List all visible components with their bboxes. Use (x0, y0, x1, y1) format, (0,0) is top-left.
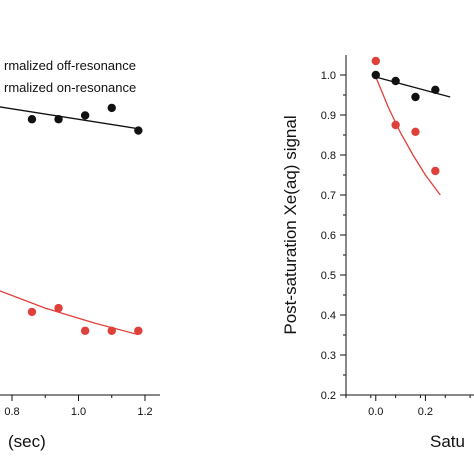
right-x-ticks: 0.0 0.2 (345, 395, 471, 418)
data-point-series-1 (371, 56, 380, 66)
left-chart-panel: 0.8 1.0 1.2 rmalized off-resonance rmalize… (0, 58, 160, 451)
left-legend: rmalized off-resonance rmalized on-reson… (4, 58, 136, 95)
data-point-series-0 (107, 103, 116, 113)
y-tick-label: 0.9 (321, 110, 336, 122)
right-y-axis-title: Post-saturation Xe(aq) signal (281, 115, 300, 334)
data-point-series-1 (411, 127, 420, 136)
data-point-series-0 (431, 85, 440, 95)
y-tick-label: 0.3 (321, 350, 336, 362)
right-data-points (371, 56, 440, 176)
data-point-series-0 (371, 70, 380, 80)
data-point-series-1 (54, 303, 63, 313)
data-point-series-0 (411, 92, 420, 102)
left-fit-lines (0, 106, 139, 336)
y-tick-label: 0.7 (321, 190, 336, 202)
y-tick-label: 1.0 (321, 70, 336, 82)
y-tick-label: 0.4 (321, 310, 336, 322)
data-point-series-0 (54, 115, 63, 124)
y-tick-label: 0.2 (321, 390, 336, 402)
data-point-series-0 (80, 111, 90, 120)
data-point-series-0 (134, 126, 143, 135)
y-tick-label: 0.5 (321, 270, 336, 282)
data-point-series-1 (431, 166, 440, 176)
y-tick-label: 0.6 (321, 230, 336, 242)
x-tick-label: 1.2 (137, 406, 152, 418)
x-tick-label: 1.0 (71, 406, 86, 418)
data-point-series-0 (27, 115, 37, 124)
y-tick-label: 0.8 (321, 150, 336, 162)
left-x-ticks: 0.8 1.0 1.2 (4, 395, 153, 418)
data-point-series-1 (107, 326, 116, 335)
x-tick-label: 0.0 (368, 406, 383, 418)
fit-line-series-1 (375, 76, 441, 196)
left-data-points (27, 103, 143, 335)
data-point-series-0 (391, 76, 400, 86)
left-x-axis-title: (sec) (8, 432, 46, 451)
fit-line-series-1 (0, 290, 139, 336)
x-tick-label: 0.2 (418, 406, 433, 418)
legend-entry-on-resonance: rmalized on-resonance (4, 80, 136, 95)
right-y-ticks: 0.2 0.3 0.4 0.5 0.6 0.7 0.8 0.9 1.0 (321, 70, 346, 402)
x-tick-label: 0.8 (4, 406, 19, 418)
data-point-series-1 (27, 307, 37, 317)
legend-entry-off-resonance: rmalized off-resonance (4, 58, 136, 73)
right-fit-lines (375, 76, 451, 196)
right-x-axis-title: Satu (430, 432, 465, 451)
fit-line-series-0 (0, 106, 139, 130)
data-point-series-1 (391, 120, 400, 130)
data-point-series-1 (134, 326, 143, 335)
right-chart-panel: 0.2 0.3 0.4 0.5 0.6 0.7 0.8 0.9 1.0 0.0 0.2 Post-… (281, 55, 474, 451)
data-point-series-1 (80, 326, 90, 335)
fit-line-series-0 (375, 76, 451, 98)
